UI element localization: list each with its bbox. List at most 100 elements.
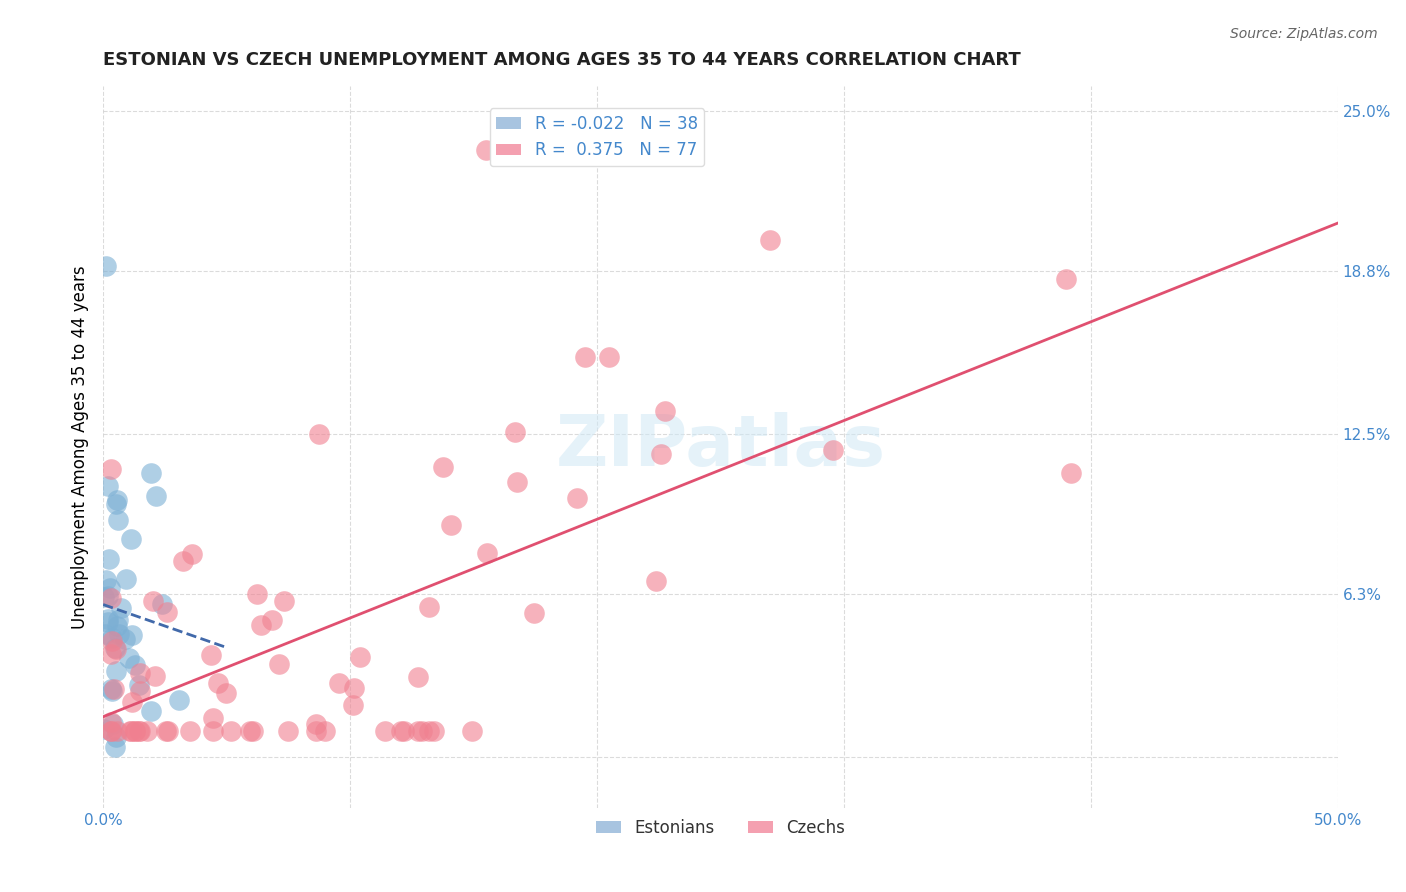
- Point: [120, 532, 142, 546]
- Point: [105, 497, 128, 511]
- Point: [101, 683, 124, 698]
- Point: [157, 723, 180, 738]
- Point: [180, 547, 202, 561]
- Point: [202, 723, 225, 738]
- Point: [105, 618, 128, 632]
- Point: [374, 723, 396, 738]
- Point: [103, 681, 125, 696]
- Point: [93, 722, 115, 736]
- Point: [93, 590, 115, 604]
- Point: [246, 587, 269, 601]
- Point: [411, 723, 433, 738]
- Point: [105, 642, 128, 657]
- Point: [269, 657, 291, 672]
- Point: [107, 613, 129, 627]
- Point: [156, 605, 179, 619]
- Point: [523, 606, 546, 620]
- Point: [114, 572, 136, 586]
- Point: [110, 601, 132, 615]
- Point: [432, 459, 454, 474]
- Point: [179, 723, 201, 738]
- Point: [143, 668, 166, 682]
- Point: [150, 597, 173, 611]
- Point: [645, 574, 668, 588]
- Point: [100, 462, 122, 476]
- Point: [128, 678, 150, 692]
- Point: [349, 649, 371, 664]
- Point: [219, 723, 242, 738]
- Point: [124, 658, 146, 673]
- Point: [117, 651, 139, 665]
- Point: [100, 682, 122, 697]
- Point: [1060, 467, 1083, 481]
- Point: [128, 723, 150, 738]
- Point: [114, 632, 136, 646]
- Point: [128, 683, 150, 698]
- Point: [654, 404, 676, 418]
- Point: [97, 589, 120, 603]
- Point: [249, 617, 271, 632]
- Point: [277, 723, 299, 738]
- Point: [328, 676, 350, 690]
- Point: [406, 670, 429, 684]
- Point: [650, 447, 672, 461]
- Point: [100, 723, 122, 738]
- Point: [503, 425, 526, 439]
- Point: [101, 716, 124, 731]
- Point: [167, 693, 190, 707]
- Point: [207, 676, 229, 690]
- Point: [273, 593, 295, 607]
- Point: [101, 632, 124, 646]
- Point: [200, 648, 222, 662]
- Point: [139, 467, 162, 481]
- Point: [94, 259, 117, 273]
- Point: [239, 723, 262, 738]
- Point: [108, 627, 131, 641]
- Point: [145, 489, 167, 503]
- Point: [155, 723, 177, 738]
- Point: [242, 723, 264, 738]
- Point: [394, 723, 416, 738]
- Point: [343, 681, 366, 696]
- Point: [475, 143, 498, 157]
- Point: [262, 613, 284, 627]
- Point: [418, 723, 440, 738]
- Point: [418, 600, 440, 615]
- Point: [120, 723, 142, 738]
- Point: [104, 640, 127, 655]
- Point: [342, 698, 364, 713]
- Point: [461, 723, 484, 738]
- Point: [103, 739, 125, 754]
- Point: [314, 723, 336, 738]
- Point: [128, 666, 150, 681]
- Point: [389, 723, 412, 738]
- Point: [107, 513, 129, 527]
- Point: [97, 612, 120, 626]
- Point: [97, 479, 120, 493]
- Point: [305, 717, 328, 731]
- Point: [128, 723, 150, 738]
- Point: [98, 551, 121, 566]
- Point: [1054, 272, 1077, 286]
- Point: [477, 546, 499, 560]
- Point: [574, 350, 596, 364]
- Point: [121, 696, 143, 710]
- Point: [100, 647, 122, 661]
- Text: ZIPatlas: ZIPatlas: [555, 412, 886, 482]
- Point: [505, 475, 527, 489]
- Point: [308, 426, 330, 441]
- Point: [565, 491, 588, 506]
- Text: ESTONIAN VS CZECH UNEMPLOYMENT AMONG AGES 35 TO 44 YEARS CORRELATION CHART: ESTONIAN VS CZECH UNEMPLOYMENT AMONG AGE…: [103, 51, 1021, 69]
- Point: [120, 723, 142, 738]
- Point: [100, 723, 122, 738]
- Y-axis label: Unemployment Among Ages 35 to 44 years: Unemployment Among Ages 35 to 44 years: [72, 265, 89, 629]
- Point: [215, 686, 238, 700]
- Point: [172, 554, 194, 568]
- Point: [304, 723, 326, 738]
- Point: [759, 234, 782, 248]
- Point: [139, 704, 162, 718]
- Point: [598, 350, 620, 364]
- Point: [105, 723, 128, 738]
- Point: [124, 723, 146, 738]
- Point: [104, 665, 127, 679]
